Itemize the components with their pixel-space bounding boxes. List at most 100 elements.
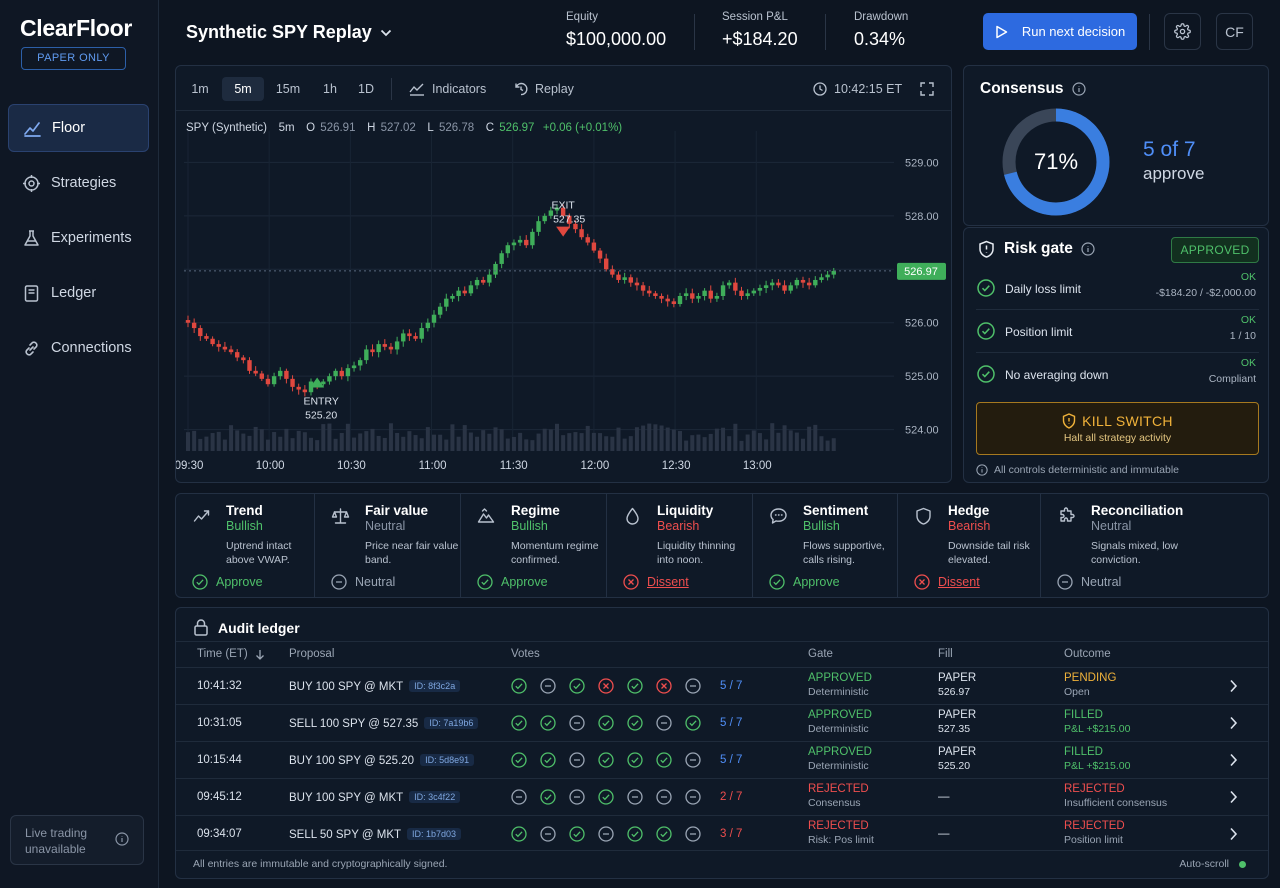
chevron-right-icon[interactable] (1229, 790, 1238, 804)
row-fill-price: 526.97 (938, 686, 971, 698)
y-tick-label: 528.00 (905, 211, 939, 223)
chevron-right-icon[interactable] (1229, 753, 1238, 767)
candle (788, 285, 793, 291)
agent-vote-label: Dissent (647, 575, 689, 589)
auto-scroll-toggle[interactable]: Auto-scroll (1179, 858, 1246, 870)
info-icon (976, 464, 988, 476)
row-votes (511, 752, 714, 768)
fullscreen-button[interactable] (920, 77, 941, 101)
last-price-tag (897, 262, 946, 280)
nav-label: Strategies (51, 175, 117, 191)
agent-card-regime[interactable]: Regime Bullish Momentum regime confirmed. A… (461, 494, 607, 597)
check-circle-icon (569, 826, 585, 842)
candle (585, 237, 590, 243)
chat-icon (770, 508, 787, 524)
volume-bar (604, 436, 609, 451)
row-gate-status: APPROVED (808, 709, 872, 721)
timeframe-1m[interactable]: 1m (191, 82, 209, 96)
volume-bar (616, 427, 621, 451)
indicators-button[interactable]: Indicators (409, 77, 486, 101)
candlestick-chart[interactable]: 529.00528.00527.00526.00525.00524.0009:3… (176, 111, 951, 483)
candle (677, 296, 683, 305)
row-proposal: BUY 100 SPY @ 525.20 ID: 5d8e91 (289, 754, 475, 767)
info-icon[interactable] (1071, 82, 1086, 96)
entry-price: 525.20 (305, 409, 337, 421)
agent-card-sentiment[interactable]: Sentiment Bullish Flows supportive, calls … (753, 494, 898, 597)
user-avatar[interactable]: CF (1216, 13, 1253, 50)
agent-card-reconciliation[interactable]: Reconciliation Neutral Signals mixed, low … (1041, 494, 1270, 597)
candle (659, 296, 664, 299)
nav-item-strategies[interactable]: Strategies (8, 159, 149, 207)
candle (825, 274, 830, 278)
table-row[interactable]: 09:45:12 BUY 100 SPY @ MKT ID: 3c4f22 2 / 7… (176, 778, 1268, 815)
table-row[interactable]: 10:15:44 BUY 100 SPY @ 525.20 ID: 5d8e91 5 … (176, 741, 1268, 778)
candle (271, 376, 277, 385)
table-row[interactable]: 10:41:32 BUY 100 SPY @ MKT ID: 8f3c2a 5 / 7… (176, 667, 1268, 704)
volume-bar (407, 431, 412, 451)
nav-item-connections[interactable]: Connections (8, 324, 149, 372)
volume-bar (450, 424, 455, 451)
volume-bar (684, 440, 689, 451)
candle (647, 290, 652, 294)
kill-switch-label: KILL SWITCH (1082, 413, 1173, 429)
row-id-badge: ID: 7a19b6 (424, 717, 479, 729)
nav-item-ledger[interactable]: Ledger (8, 269, 149, 317)
timeframe-1h[interactable]: 1h (323, 82, 337, 96)
agent-card-liquidity[interactable]: Liquidity Bearish Liquidity thinning into … (607, 494, 753, 597)
agent-card-fair-value[interactable]: Fair value Neutral Price near fair value b… (315, 494, 461, 597)
table-row[interactable]: 09:34:07 SELL 50 SPY @ MKT ID: 1b7d03 3 / 7… (176, 815, 1268, 852)
info-icon[interactable] (1081, 242, 1095, 256)
agent-description: Signals mixed, low conviction. (1091, 540, 1178, 566)
candle (708, 290, 713, 299)
check-circle-icon (540, 715, 556, 731)
candle (794, 279, 800, 286)
nav-item-experiments[interactable]: Experiments (8, 214, 149, 262)
row-outcome-detail: Insufficient consensus (1064, 797, 1168, 809)
volume-bar (253, 426, 258, 451)
candle (468, 285, 474, 294)
chevron-right-icon[interactable] (1229, 679, 1238, 693)
risk-check-status: OK (1240, 314, 1256, 326)
kill-switch-button[interactable]: KILL SWITCH Halt all strategy activity (976, 402, 1259, 455)
row-votes (511, 678, 714, 694)
volume-bar (370, 428, 375, 451)
replay-selector[interactable]: Synthetic SPY Replay (186, 22, 392, 43)
nav-item-floor[interactable]: Floor (8, 104, 149, 152)
equity-metric: Equity $100,000.00 (566, 11, 666, 50)
candle (745, 293, 750, 296)
drawdown-metric: Drawdown 0.34% (854, 11, 908, 50)
consensus-title-text: Consensus (980, 80, 1064, 97)
timeframe-15m[interactable]: 15m (275, 82, 301, 96)
row-proposal-text: BUY 100 SPY @ MKT (289, 792, 404, 804)
candle (763, 285, 769, 288)
chevron-right-icon[interactable] (1229, 716, 1238, 730)
check-circle-icon (511, 678, 527, 694)
column-header-fill: Fill (938, 648, 953, 660)
agent-card-hedge[interactable]: Hedge Bearish Downside tail risk elevated.… (898, 494, 1041, 597)
candle (358, 360, 363, 366)
candle (413, 336, 418, 339)
run-next-decision-button[interactable]: Run next decision (983, 13, 1137, 50)
session-pnl-metric: Session P&L +$184.20 (722, 11, 798, 50)
volume-bar (481, 430, 486, 451)
metric-label: Session P&L (722, 11, 788, 23)
agent-card-trend[interactable]: Trend Bullish Uptrend intact above VWAP. Ap… (176, 494, 315, 597)
chevron-right-icon[interactable] (1229, 827, 1238, 841)
timeframe-5m[interactable]: 5m (222, 77, 264, 101)
row-fill-price: 527.35 (938, 723, 971, 735)
column-header-time[interactable]: Time (ET) (197, 648, 265, 660)
row-fill: PAPER 527.35 (938, 709, 976, 735)
entry-label: ENTRY (303, 395, 338, 407)
replay-title: Synthetic SPY Replay (186, 22, 372, 42)
settings-button[interactable] (1164, 13, 1201, 50)
timeframe-1d[interactable]: 1D (358, 82, 374, 96)
candle (702, 290, 707, 296)
volume-bar (278, 436, 283, 451)
table-row[interactable]: 10:31:05 SELL 100 SPY @ 527.35 ID: 7a19b6 5… (176, 704, 1268, 741)
volume-bar (733, 423, 738, 451)
agent-name: Trend (226, 503, 263, 518)
replay-button[interactable]: Replay (514, 77, 574, 101)
risk-check-daily-loss: Daily loss limit OK -$184.20 / -$2,000.0… (976, 267, 1259, 310)
volume-bar (659, 425, 664, 451)
info-icon[interactable] (115, 832, 129, 850)
